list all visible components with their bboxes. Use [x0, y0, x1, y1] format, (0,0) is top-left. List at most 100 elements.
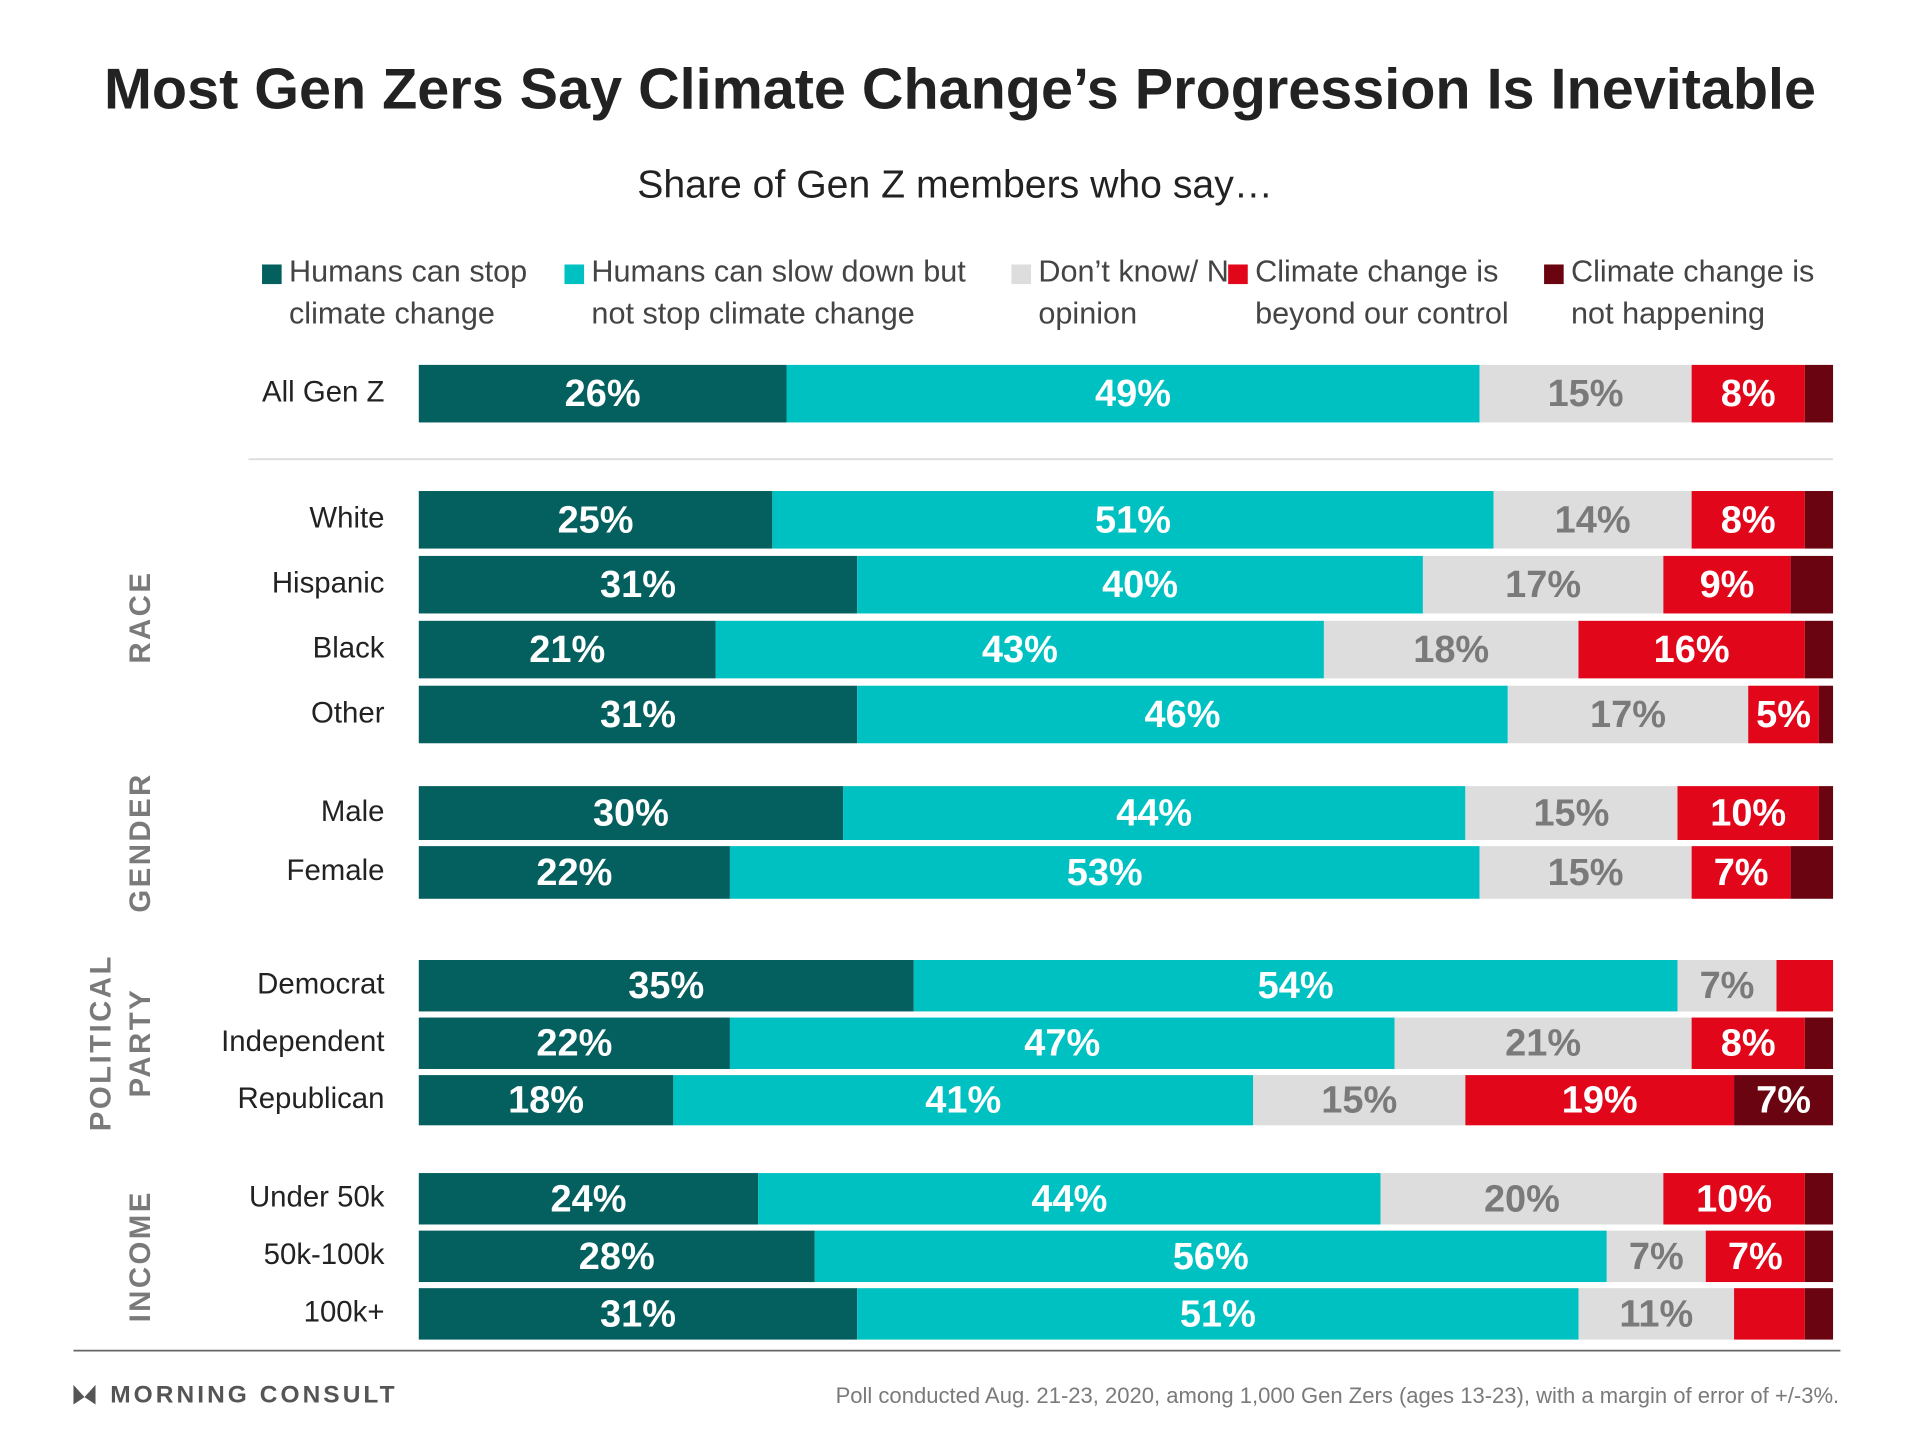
category-label: Black [313, 631, 385, 664]
bar-segment [418, 555, 858, 614]
bar-segment [1776, 960, 1834, 1012]
value-label: 11% [1619, 1293, 1693, 1335]
group-label: POLITICAL [85, 954, 118, 1131]
value-label: 10% [1710, 793, 1786, 835]
value-label: 7% [1756, 1080, 1811, 1122]
value-label: 7% [1700, 965, 1755, 1007]
value-label: 20% [1484, 1178, 1560, 1220]
legend-label: Climate change is not happening [1571, 254, 1815, 331]
legend-swatch [1228, 264, 1248, 285]
bar-segment [418, 846, 730, 899]
legend-item: Don’t know/ No opinion [1038, 254, 1246, 331]
bar-segment [1578, 1288, 1735, 1340]
legend-swatch [564, 264, 585, 285]
value-label: 46% [1145, 694, 1221, 736]
bar-segment [418, 364, 787, 423]
value-label: 40% [1102, 564, 1178, 606]
bar-segment [1465, 786, 1678, 840]
bar-segment [1479, 846, 1692, 899]
legend-label: Humans can stop climate change [288, 254, 528, 331]
category-label: Female [287, 854, 385, 887]
group-label: PARTY [124, 988, 157, 1098]
chart-subtitle: Share of Gen Z members who say… [637, 164, 1273, 207]
bar-segment [729, 846, 1480, 899]
value-label: 5% [1756, 694, 1811, 736]
value-label: 47% [1024, 1023, 1100, 1065]
value-label: 22% [536, 852, 612, 894]
bar-segment [1578, 620, 1805, 679]
value-label: 7% [1629, 1236, 1684, 1278]
bar-segment [772, 491, 1494, 549]
footnote: Poll conducted Aug. 21-23, 2020, among 1… [836, 1383, 1840, 1408]
bar-segment [1253, 1075, 1466, 1126]
bar-segment [1465, 1075, 1735, 1126]
legend-swatch [1544, 264, 1564, 285]
bar-segment [857, 1288, 1579, 1340]
category-label: Hispanic [272, 566, 385, 599]
value-label: 28% [579, 1236, 655, 1278]
bar-segment [418, 1075, 674, 1126]
bar-segment [1790, 555, 1834, 614]
legend-label: Don’t know/ No opinion [1038, 254, 1246, 331]
bar-segment [1804, 491, 1834, 549]
value-label: 19% [1562, 1080, 1638, 1122]
value-label: 54% [1258, 965, 1334, 1007]
value-label: 7% [1714, 852, 1769, 894]
bar-segment [1734, 1288, 1805, 1340]
bar-segment [1663, 1173, 1805, 1225]
chart-title: Most Gen Zers Say Climate Change’s Progr… [104, 57, 1816, 121]
value-label: 8% [1721, 499, 1776, 541]
value-label: 31% [600, 1293, 676, 1335]
bar-segment [418, 1017, 730, 1069]
bar-segment [1818, 786, 1834, 840]
bar-segment [1606, 1230, 1706, 1283]
bar-segment [857, 555, 1423, 614]
category-label: Under 50k [249, 1181, 385, 1214]
bar-segment [1394, 1017, 1692, 1069]
bar-segment [814, 1230, 1607, 1283]
value-label: 17% [1505, 564, 1581, 606]
legend-label: Humans can slow down but not stop climat… [591, 254, 966, 331]
value-label: 41% [925, 1080, 1001, 1122]
legend-item: Humans can slow down but not stop climat… [591, 254, 966, 331]
value-label: 18% [508, 1080, 584, 1122]
bar-segment [1804, 1017, 1834, 1069]
value-label: 25% [558, 499, 634, 541]
bar-segment [1705, 1230, 1805, 1283]
bar-segment [1380, 1173, 1664, 1225]
value-label: 8% [1721, 373, 1776, 415]
bar-segment [418, 786, 844, 840]
legend-item: Humans can stop climate change [288, 254, 528, 331]
bar-segment [786, 364, 1480, 423]
bar-segment [1691, 364, 1805, 423]
bar-segment [1422, 555, 1664, 614]
value-label: 22% [536, 1023, 612, 1065]
value-label: 18% [1413, 629, 1489, 671]
value-label: 56% [1173, 1236, 1249, 1278]
category-label: 100k+ [304, 1296, 385, 1329]
bar-segment [1818, 685, 1834, 744]
value-label: 15% [1548, 852, 1624, 894]
value-label: 49% [1095, 373, 1171, 415]
value-label: 9% [1700, 564, 1755, 606]
bar-segment [843, 786, 1466, 840]
value-label: 21% [529, 629, 605, 671]
value-label: 15% [1321, 1080, 1397, 1122]
bar-segment [1790, 846, 1834, 899]
brand: MORNING CONSULT [110, 1381, 397, 1408]
value-label: 7% [1728, 1236, 1783, 1278]
legend-swatch [262, 264, 282, 285]
bar-segment [1691, 1017, 1805, 1069]
category-label: Democrat [257, 967, 384, 1000]
legend-item: Climate change is beyond our control [1255, 254, 1509, 331]
category-label: Male [321, 795, 385, 828]
legend-label: Climate change is beyond our control [1255, 254, 1509, 331]
value-label: 35% [628, 965, 704, 1007]
bar-segment [1804, 1288, 1834, 1340]
bar-segment [1479, 364, 1692, 423]
bar-segment [673, 1075, 1254, 1126]
bar-segment [418, 1288, 858, 1340]
legend-item: Climate change is not happening [1571, 254, 1815, 331]
bar-segment [729, 1017, 1395, 1069]
group-label: RACE [124, 571, 157, 664]
